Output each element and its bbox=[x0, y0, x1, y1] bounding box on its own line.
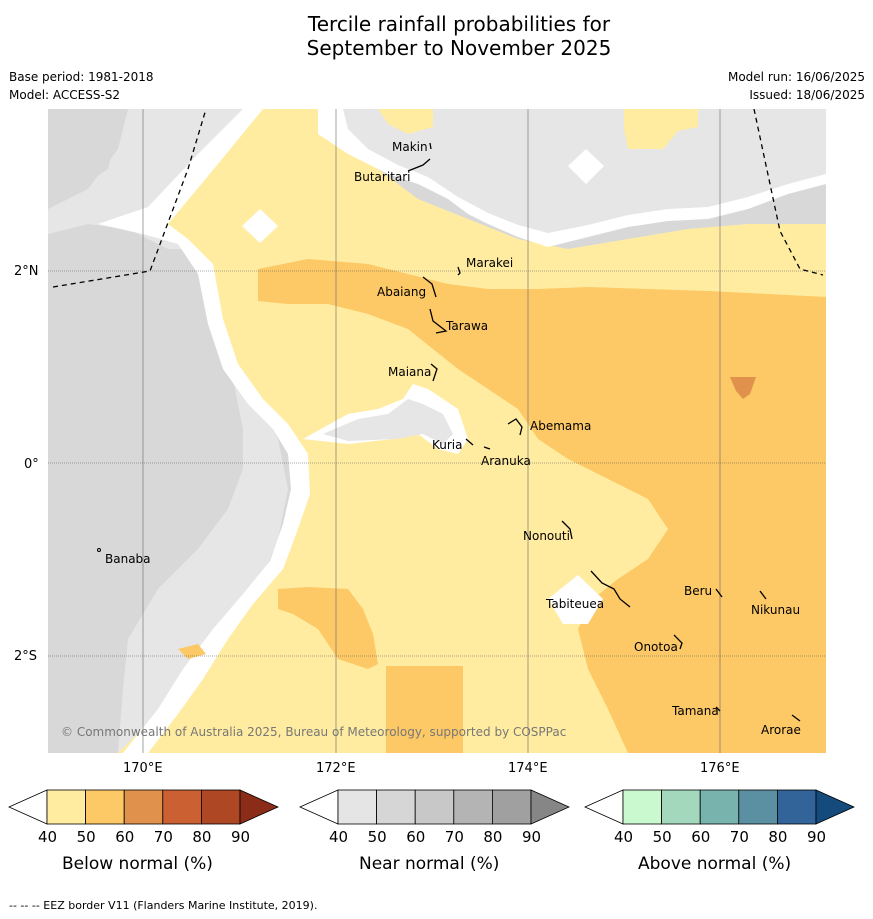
colorbar-near-tick: 60 bbox=[406, 828, 426, 846]
label-aranuka: Aranuka bbox=[481, 454, 531, 468]
colorbar-below-segment bbox=[200, 789, 241, 825]
lon-label-172e: 172°E bbox=[316, 761, 356, 776]
colorbar-below-normal bbox=[8, 789, 279, 825]
colorbar-below-tick: 40 bbox=[38, 828, 58, 846]
colorbar-near-tick: 90 bbox=[522, 828, 542, 846]
colorbar-below-segment bbox=[162, 789, 202, 825]
label-butaritari: Butaritari bbox=[354, 170, 411, 184]
colorbar-label-near: Near normal (%) bbox=[359, 854, 500, 874]
colorbar-below-tick: 60 bbox=[115, 828, 135, 846]
label-makin: Makin bbox=[392, 140, 428, 154]
map-title: Tercile rainfall probabilities for Septe… bbox=[0, 12, 873, 60]
label-kuria: Kuria bbox=[432, 438, 463, 452]
colorbar-above-segment bbox=[622, 789, 662, 825]
colorbar-near-segment bbox=[337, 789, 377, 825]
label-arorae: Arorae bbox=[761, 723, 801, 737]
colorbar-near-normal bbox=[299, 789, 570, 825]
colorbar-above-tick: 60 bbox=[691, 828, 711, 846]
colorbar-above-tick: 80 bbox=[768, 828, 788, 846]
lon-label-170e: 170°E bbox=[123, 761, 163, 776]
colorbar-near-tick: 40 bbox=[329, 828, 349, 846]
title-line-1: Tercile rainfall probabilities for bbox=[307, 12, 611, 36]
eez-border bbox=[52, 109, 824, 288]
colorbars bbox=[8, 789, 855, 825]
lon-label-174e: 174°E bbox=[508, 761, 548, 776]
colorbar-below-segment bbox=[123, 789, 164, 825]
meta-right: Model run: 16/06/2025 Issued: 18/06/2025 bbox=[728, 68, 865, 104]
colorbar-near-segment bbox=[376, 789, 416, 825]
island-outlines bbox=[407, 142, 801, 722]
lat-label-2n: 2°N bbox=[14, 264, 39, 279]
region-below-normal-50-60 bbox=[258, 259, 826, 753]
model-run: Model run: 16/06/2025 bbox=[727, 70, 865, 84]
grid-lines bbox=[48, 270, 826, 657]
colorbar-above-segment bbox=[777, 789, 817, 825]
label-nonouti: Nonouti bbox=[523, 529, 570, 543]
issued-date: Issued: 18/06/2025 bbox=[749, 88, 865, 102]
meta-left: Base period: 1981-2018 Model: ACCESS-S2 bbox=[9, 68, 154, 104]
colorbar-above-lower-extend bbox=[584, 789, 624, 825]
label-beru: Beru bbox=[684, 584, 713, 598]
colorbar-above-segment bbox=[699, 789, 740, 825]
colorbar-near-segment bbox=[453, 789, 493, 825]
colorbar-above-normal bbox=[584, 789, 855, 825]
colorbar-below-tick: 70 bbox=[153, 828, 173, 846]
base-period: Base period: 1981-2018 bbox=[9, 70, 154, 84]
colorbar-above-tick: 40 bbox=[614, 828, 634, 846]
colorbar-below-lower-extend bbox=[8, 789, 48, 825]
colorbar-near-tick: 70 bbox=[444, 828, 464, 846]
colorbar-near-tick: 50 bbox=[367, 828, 387, 846]
label-tamana: Tamana bbox=[672, 704, 719, 718]
lon-label-176e: 176°E bbox=[700, 761, 740, 776]
map-canvas bbox=[48, 109, 826, 753]
colorbar-near-segment bbox=[414, 789, 455, 825]
label-abaiang: Abaiang bbox=[377, 285, 427, 299]
colorbar-below-segment bbox=[85, 789, 125, 825]
label-onotoa: Onotoa bbox=[634, 640, 678, 654]
colorbar-above-tick: 50 bbox=[652, 828, 672, 846]
colorbar-near-upper-extend bbox=[530, 789, 570, 825]
colorbar-above-tick: 90 bbox=[807, 828, 827, 846]
colorbar-near-lower-extend bbox=[299, 789, 339, 825]
lat-label-0: 0° bbox=[24, 457, 39, 472]
label-abemama: Abemama bbox=[530, 419, 592, 433]
colorbar-below-upper-extend bbox=[239, 789, 279, 825]
colorbar-below-segment bbox=[46, 789, 86, 825]
eez-footnote: -- -- -- EEZ border V11 (Flanders Marine… bbox=[9, 899, 318, 912]
probability-map bbox=[48, 109, 826, 753]
colorbar-label-above: Above normal (%) bbox=[638, 854, 792, 874]
region-below-normal-60-70 bbox=[730, 377, 756, 399]
label-marakei: Marakei bbox=[466, 256, 514, 270]
lat-label-2s: 2°S bbox=[14, 649, 38, 664]
label-maiana: Maiana bbox=[388, 365, 432, 379]
colorbar-near-segment bbox=[491, 789, 532, 825]
label-tarawa: Tarawa bbox=[446, 319, 489, 333]
colorbar-near-tick: 80 bbox=[483, 828, 503, 846]
label-tabiteuea: Tabiteuea bbox=[546, 597, 605, 611]
label-banaba: Banaba bbox=[105, 552, 151, 566]
copyright-text: © Commonwealth of Australia 2025, Bureau… bbox=[61, 725, 567, 739]
colorbar-above-upper-extend bbox=[815, 789, 855, 825]
model-name: Model: ACCESS-S2 bbox=[9, 88, 121, 102]
title-line-2: September to November 2025 bbox=[306, 36, 612, 60]
colorbar-above-segment bbox=[738, 789, 778, 825]
colorbar-label-below: Below normal (%) bbox=[62, 854, 213, 874]
label-nikunau: Nikunau bbox=[751, 603, 801, 617]
colorbar-above-tick: 70 bbox=[729, 828, 749, 846]
colorbar-below-tick: 50 bbox=[76, 828, 96, 846]
colorbar-above-segment bbox=[661, 789, 701, 825]
banaba-island bbox=[97, 548, 101, 552]
colorbar-below-tick: 80 bbox=[192, 828, 212, 846]
colorbar-below-tick: 90 bbox=[231, 828, 251, 846]
